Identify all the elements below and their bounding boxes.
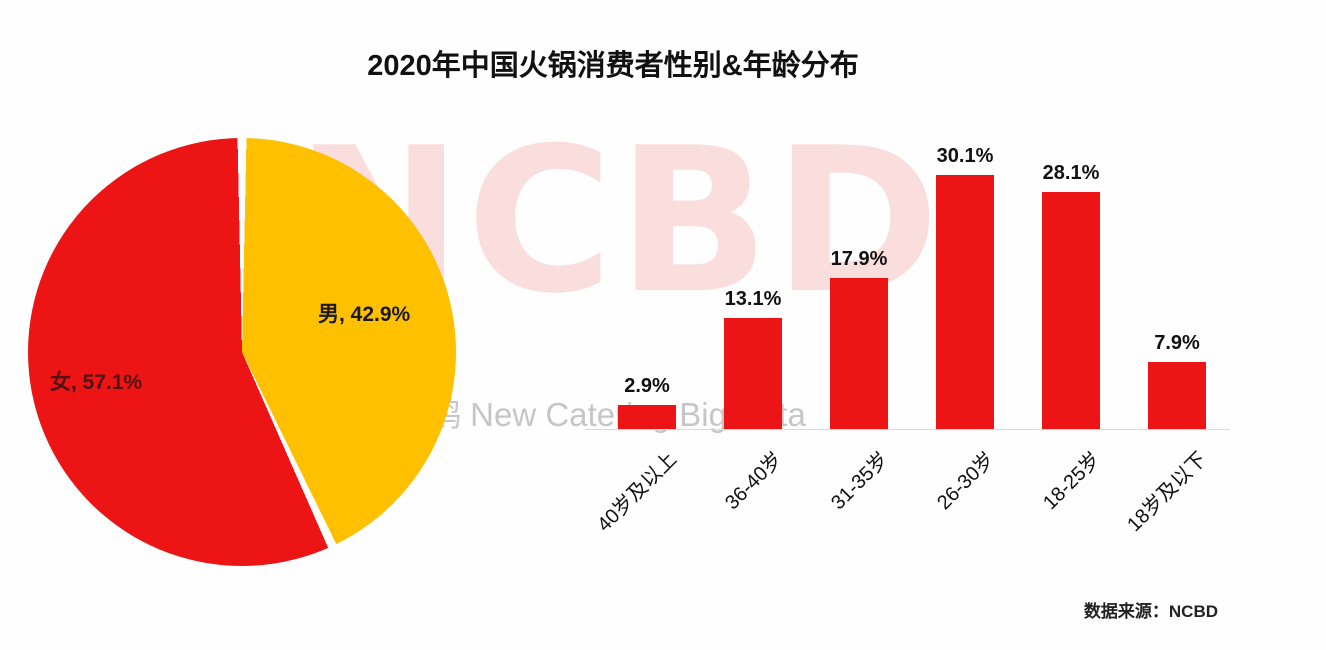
bar-31-35岁: 17.9% [830, 248, 888, 429]
x-axis-label-18-25岁: 18-25岁 [1038, 448, 1105, 515]
chart-title: 2020年中国火锅消费者性别&年龄分布 [367, 50, 859, 82]
bar-rect [1148, 362, 1206, 429]
bar-18-25岁: 28.1% [1042, 162, 1100, 429]
bar-40岁及以上: 2.9% [618, 375, 676, 429]
bar-26-30岁: 30.1% [936, 145, 994, 429]
bar-value-label: 7.9% [1154, 332, 1200, 354]
x-axis-label-26-30岁: 26-30岁 [932, 448, 999, 515]
bar-value-label: 30.1% [936, 145, 994, 167]
bar-rect [936, 175, 994, 429]
x-axis-labels: 40岁及以上 36-40岁 31-35岁 26-30岁 18-25岁 18岁及以下 [585, 438, 1245, 588]
x-axis-label-18岁及以下: 18岁及以下 [1122, 448, 1211, 537]
data-source-label: 数据来源：NCBD [1083, 602, 1218, 621]
bar-value-label: 28.1% [1042, 162, 1100, 184]
bar-value-label: 13.1% [724, 288, 782, 310]
x-axis-label-36-40岁: 36-40岁 [720, 448, 787, 515]
bar-value-label: 2.9% [624, 375, 670, 397]
bar-value-label: 17.9% [830, 248, 888, 270]
x-axis-label-31-35岁: 31-35岁 [826, 448, 893, 515]
bar-rect [724, 318, 782, 429]
bar-18岁及以下: 7.9% [1148, 332, 1206, 429]
pie-label-male: 男, 42.9% [318, 303, 411, 326]
pie-graphic [28, 138, 456, 566]
bar-36-40岁: 13.1% [724, 288, 782, 429]
x-axis-line [585, 429, 1230, 430]
bar-rect [830, 278, 888, 429]
bar-rect [1042, 192, 1100, 429]
pie-label-female: 女, 57.1% [50, 371, 143, 394]
pie-chart-gender: 男, 42.9% 女, 57.1% [28, 138, 456, 566]
bar-chart-age: 2.9% 13.1% 17.9% 30.1% 28.1% 7.9% [585, 130, 1245, 430]
x-axis-label-40岁及以上: 40岁及以上 [592, 448, 681, 537]
bar-rect [618, 405, 676, 429]
